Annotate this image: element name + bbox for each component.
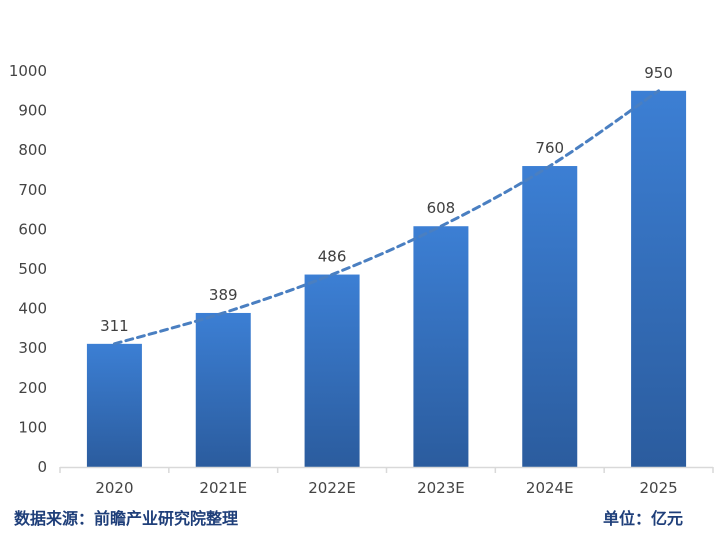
data-labels: 311 389 486 608 760 950	[100, 64, 673, 335]
data-label: 486	[318, 248, 347, 266]
y-tick-label: 0	[37, 458, 47, 476]
x-tick-label: 2020	[95, 479, 133, 497]
bar	[631, 90, 687, 468]
x-tick-label: 2023E	[417, 479, 465, 497]
bar	[86, 343, 142, 467]
y-tick-label: 500	[18, 260, 47, 278]
y-tick-label: 900	[18, 102, 47, 120]
y-tick-label: 700	[18, 181, 47, 199]
x-tick-label: 2022E	[308, 479, 356, 497]
y-axis: 0 100 200 300 400 500 600 700 800 900 1000	[9, 62, 47, 476]
bar	[522, 166, 578, 468]
y-tick-label: 600	[18, 220, 47, 238]
data-label: 311	[100, 317, 129, 335]
x-tick-label: 2025	[639, 479, 677, 497]
bar	[413, 226, 469, 467]
data-label: 389	[209, 286, 238, 304]
data-label: 608	[427, 199, 456, 217]
y-tick-label: 1000	[9, 62, 47, 80]
y-tick-label: 400	[18, 300, 47, 318]
bars	[86, 90, 687, 468]
x-tick-label: 2021E	[199, 479, 247, 497]
bar	[195, 312, 251, 467]
trend-line	[112, 89, 661, 346]
unit-note: 单位：亿元	[602, 509, 683, 528]
x-tick-label: 2024E	[526, 479, 574, 497]
data-label: 760	[535, 139, 564, 157]
bar-chart: 0 100 200 300 400 500 600 700 800 900 1000 311 389 4…	[9, 62, 714, 497]
y-tick-label: 200	[18, 379, 47, 397]
y-tick-label: 800	[18, 141, 47, 159]
data-label: 950	[644, 64, 673, 82]
trendline	[112, 89, 661, 346]
y-tick-label: 300	[18, 339, 47, 357]
bar	[304, 274, 360, 467]
source-note: 数据来源：前瞻产业研究院整理	[14, 509, 239, 528]
x-axis: 2020 2021E 2022E 2023E 2024E 2025	[59, 466, 714, 497]
y-tick-label: 100	[18, 418, 47, 436]
chart-footer: 数据来源：前瞻产业研究院整理 单位：亿元	[0, 505, 715, 535]
